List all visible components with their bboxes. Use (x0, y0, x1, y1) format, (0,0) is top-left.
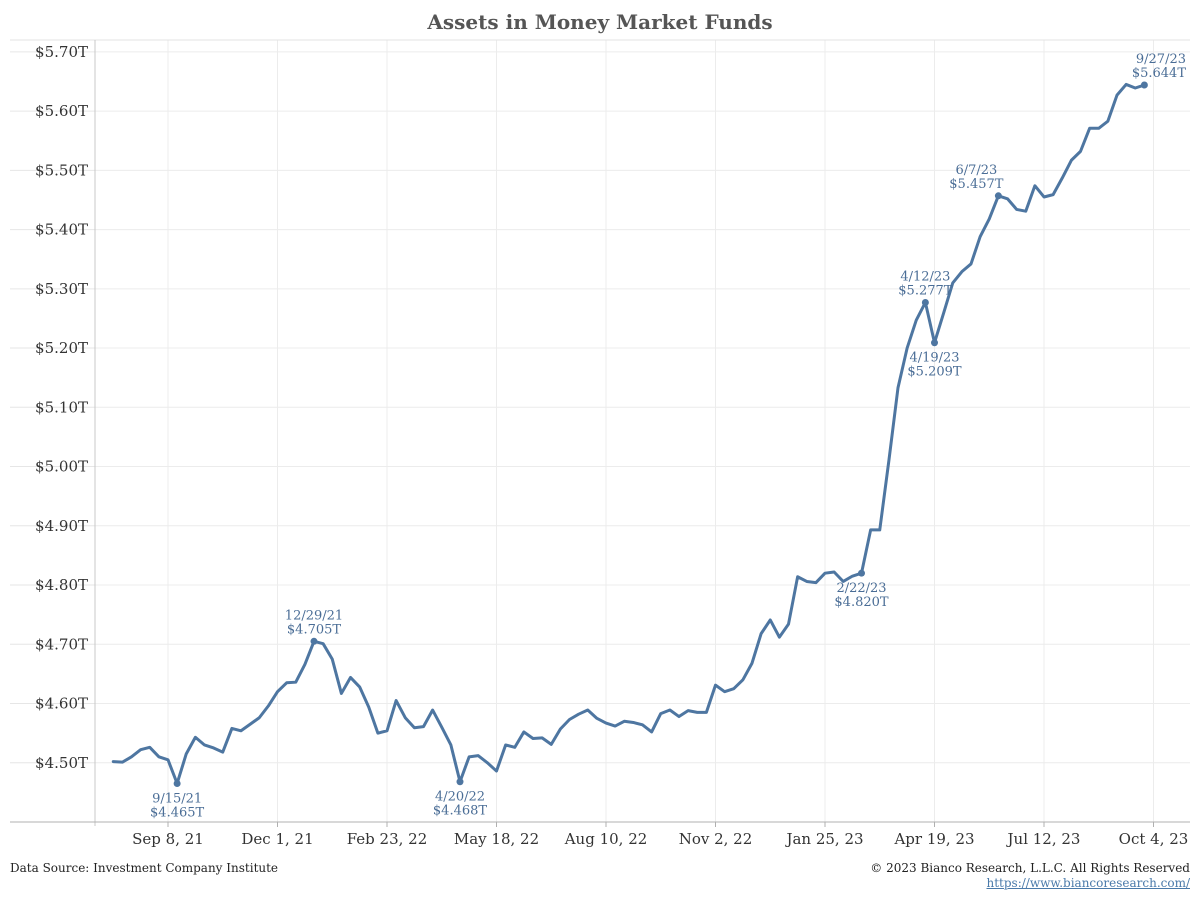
y-tick-label: $4.60T (35, 695, 88, 713)
y-tick-label: $5.50T (35, 161, 88, 179)
x-tick-label: Oct 4, 23 (1119, 830, 1189, 848)
annotation-point (1140, 81, 1148, 89)
axes (10, 39, 1190, 826)
y-tick-label: $4.70T (35, 635, 88, 653)
y-tick-label: $4.90T (35, 517, 88, 535)
grid-lines (10, 40, 1190, 827)
x-tick-label: Sep 8, 21 (132, 830, 204, 848)
data-source-note: Data Source: Investment Company Institut… (10, 861, 279, 875)
annotation-date-label: 9/15/21 (152, 791, 202, 806)
x-tick-label: Apr 19, 23 (893, 830, 974, 848)
annotation-date-label: 4/12/23 (900, 269, 950, 284)
annotation-date-label: 4/19/23 (909, 351, 959, 366)
annotation-value-label: $4.705T (287, 622, 341, 637)
series-layer (111, 82, 1146, 785)
annotation-value-label: $5.277T (898, 283, 952, 298)
x-axis-ticks: Sep 8, 21 Dec 1, 21 Feb 23, 22 May 18, 22 Au… (132, 830, 1188, 848)
annotation-point (858, 569, 865, 577)
annotation-point (931, 339, 938, 347)
y-tick-label: $5.40T (35, 221, 88, 239)
annotation-point (310, 637, 318, 645)
annotation-point (456, 778, 464, 786)
annotation-point (921, 298, 929, 306)
annotation-value-label: $5.209T (907, 365, 961, 380)
annotation-value-label: $4.465T (150, 805, 204, 820)
y-tick-label: $4.80T (35, 576, 88, 594)
y-tick-label: $5.70T (35, 43, 88, 61)
x-tick-label: Nov 2, 22 (679, 830, 753, 848)
y-axis-ticks: $4.50T $4.60T $4.70T $4.80T $4.90T $5.00T $5.1… (35, 43, 88, 772)
chart-title: Assets in Money Market Funds (427, 10, 773, 34)
annotation-point (173, 779, 181, 787)
y-tick-label: $4.50T (35, 754, 88, 772)
y-tick-label: $5.00T (35, 458, 88, 476)
annotation-value-label: $5.457T (949, 177, 1003, 192)
x-tick-label: Dec 1, 21 (241, 830, 313, 848)
annotations: 9/15/21$4.465T 12/29/21$4.705T 4/20/22$4.4… (150, 52, 1186, 820)
series-line (111, 82, 1146, 785)
x-tick-label: May 18, 22 (454, 830, 539, 848)
annotation-value-label: $4.468T (433, 804, 487, 819)
x-tick-label: Aug 10, 22 (564, 830, 648, 848)
copyright-note: © 2023 Bianco Research, L.L.C. All Right… (870, 861, 1190, 875)
x-tick-label: Feb 23, 22 (347, 830, 428, 848)
annotation-date-label: 12/29/21 (285, 608, 343, 623)
y-tick-label: $5.30T (35, 280, 88, 298)
x-tick-label: Jul 12, 23 (1006, 830, 1081, 848)
annotation-date-label: 9/27/23 (1136, 52, 1186, 67)
x-tick-label: Jan 25, 23 (784, 830, 863, 848)
annotation-value-label: $4.820T (834, 595, 888, 610)
annotation-date-label: 4/20/22 (435, 790, 485, 805)
y-tick-label: $5.10T (35, 398, 88, 416)
website-link[interactable]: https://www.biancoresearch.com/ (986, 876, 1190, 890)
y-tick-label: $5.20T (35, 339, 88, 357)
annotation-point (994, 192, 1002, 200)
annotation-value-label: $5.644T (1132, 66, 1186, 81)
annotation-date-label: 6/7/23 (955, 163, 997, 178)
annotation-date-label: 2/22/23 (836, 581, 886, 596)
y-tick-label: $5.60T (35, 102, 88, 120)
